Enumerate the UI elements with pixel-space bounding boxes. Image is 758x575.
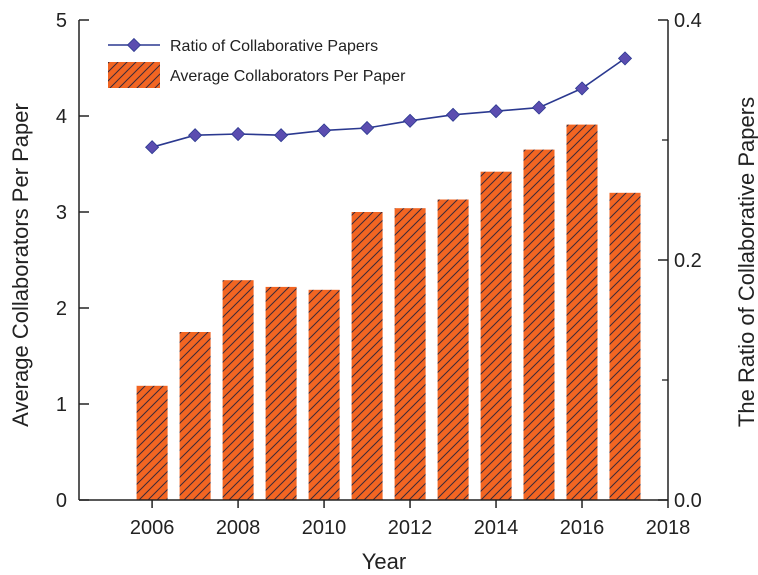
ratio-point-2009	[274, 128, 289, 143]
x-tick-label-2008: 2008	[216, 517, 261, 539]
bars-layer	[136, 124, 641, 501]
ratio-point-2013	[445, 107, 461, 122]
bar-2014	[480, 171, 512, 500]
bar-2009	[265, 286, 297, 500]
bar-2007	[179, 332, 211, 500]
ratio-line	[151, 57, 626, 148]
bar-2016	[566, 124, 598, 500]
ratio-point-2008	[231, 126, 246, 142]
y-tick-label-2: 2	[56, 298, 67, 320]
x-tick-label-2010: 2010	[302, 517, 347, 539]
y-tick-label-3: 3	[56, 202, 67, 224]
ratio-point-2014	[488, 104, 504, 119]
ratio-point-2016	[574, 81, 590, 96]
bar-2017	[609, 192, 641, 501]
y2-tick-label-0.2: 0.2	[674, 250, 702, 272]
legend: Ratio of Collaborative Papers Average Col…	[108, 37, 406, 88]
x-tick-label-2016: 2016	[560, 517, 605, 539]
bar-2011	[351, 212, 383, 500]
y2-tick-label-0.4: 0.4	[674, 10, 702, 32]
y-tick-label-0: 0	[56, 490, 67, 512]
y-axis-title: Average Collaborators Per Paper	[8, 103, 33, 427]
x-tick-label-2006: 2006	[130, 517, 175, 539]
x-tick-label-2014: 2014	[474, 517, 519, 539]
bar-2010	[308, 289, 340, 500]
bar-2008	[222, 280, 254, 500]
legend-label-collaborators: Average Collaborators Per Paper	[170, 68, 406, 85]
ratio-point-2010	[316, 123, 332, 138]
bar-2015	[523, 149, 555, 500]
y-tick-label-1: 1	[56, 394, 67, 416]
legend-diamond-swatch	[126, 37, 142, 53]
y2-axis-title: The Ratio of Collaborative Papers	[734, 97, 758, 427]
bar-2006	[136, 385, 168, 500]
line-layer	[145, 51, 633, 155]
legend-bar-swatch	[108, 62, 160, 88]
ratio-point-2017	[617, 51, 633, 66]
y-tick-label-5: 5	[56, 10, 67, 32]
bar-2012	[394, 208, 426, 500]
bar-2013	[437, 199, 469, 500]
axes-layer: 0 1 2 3 4 5 0.0 0.2 0.4 2006 2008 2010 2012 2014 2016 2…	[56, 10, 702, 539]
ratio-point-2015	[531, 100, 547, 115]
ratio-point-2012	[402, 113, 418, 128]
y-tick-label-4: 4	[56, 106, 67, 128]
ratio-point-2011	[359, 120, 375, 136]
x-tick-label-2012: 2012	[388, 517, 433, 539]
x-tick-label-2018: 2018	[646, 517, 691, 539]
x-axis-title: Year	[362, 549, 406, 574]
legend-label-ratio: Ratio of Collaborative Papers	[170, 38, 378, 55]
ratio-point-2006	[145, 140, 160, 155]
y2-tick-label-0.0: 0.0	[674, 490, 702, 512]
ratio-point-2007	[188, 128, 203, 143]
